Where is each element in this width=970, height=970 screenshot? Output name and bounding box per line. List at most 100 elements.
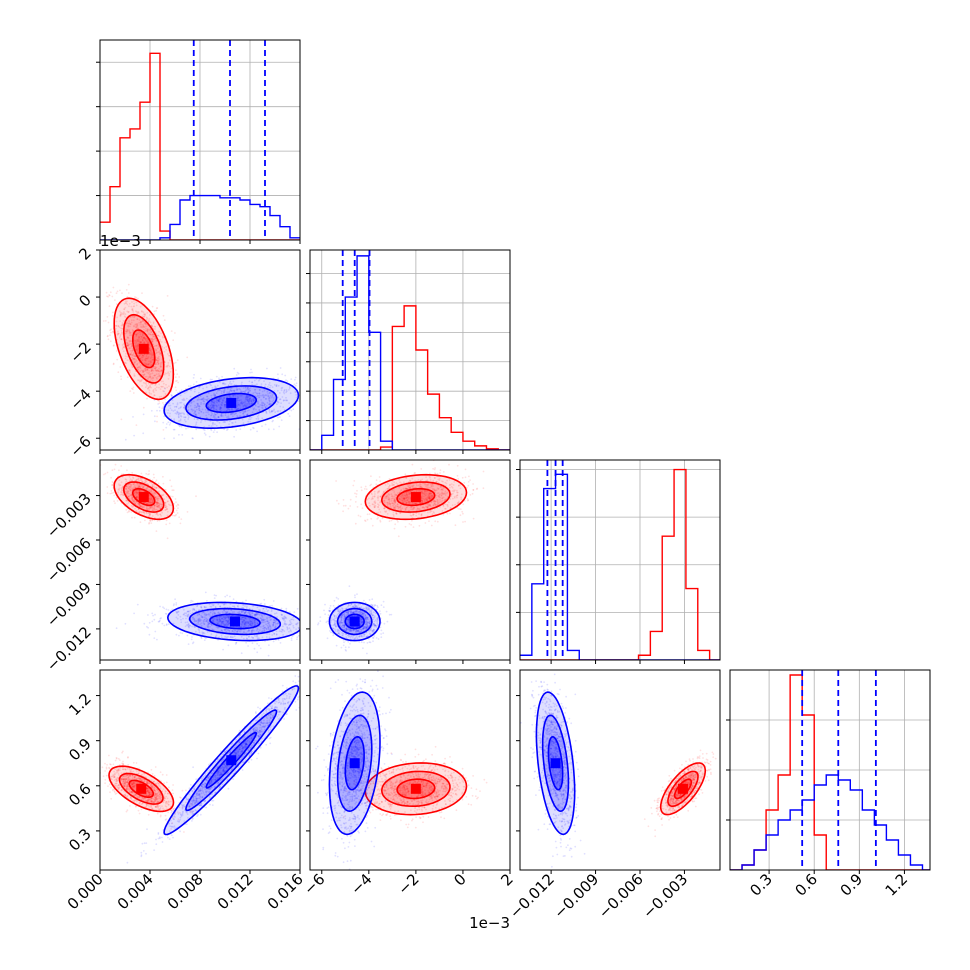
sample-point (242, 406, 245, 408)
sample-point (139, 341, 142, 344)
sample-point (377, 495, 379, 498)
sample-point (271, 608, 273, 611)
sample-point (228, 391, 230, 394)
sample-point (150, 364, 152, 367)
sample-point (295, 623, 297, 625)
sample-point (136, 492, 139, 495)
sample-point (192, 616, 195, 619)
sample-point (121, 344, 124, 346)
sample-point (258, 613, 261, 616)
sample-point (243, 411, 246, 414)
sample-point (401, 507, 404, 510)
sample-point (126, 310, 129, 313)
sample-point (199, 409, 201, 412)
sample-point (226, 611, 229, 613)
sample-point (130, 319, 133, 322)
sample-point (154, 496, 157, 499)
sample-point (261, 390, 264, 393)
panel-frame (309, 249, 511, 451)
sample-point (248, 611, 250, 613)
sample-point (136, 366, 139, 369)
sample-point (141, 292, 143, 294)
sample-point (222, 398, 224, 401)
sample-point (145, 502, 148, 505)
sample-point (268, 396, 271, 399)
sample-point (251, 630, 253, 633)
sample-point (139, 338, 142, 340)
sample-point (170, 393, 173, 396)
sample-point (151, 368, 154, 371)
sample-point (151, 339, 154, 342)
sample-point (187, 610, 189, 613)
sample-point (164, 398, 167, 401)
sample-point (118, 479, 121, 481)
sample-point (432, 504, 435, 506)
sample-point (222, 382, 224, 385)
sample-point (136, 313, 139, 315)
sample-point (441, 492, 444, 495)
sample-point (142, 406, 145, 409)
sample-point (158, 490, 161, 493)
sample-point (148, 473, 151, 475)
sample-point (142, 316, 145, 318)
sample-point (231, 630, 233, 632)
sample-point (400, 489, 403, 491)
sample-point (145, 339, 147, 342)
sample-point (209, 383, 212, 386)
sample-point (127, 487, 130, 490)
sample-point (292, 618, 295, 621)
sample-point (142, 485, 145, 488)
sample-point (149, 500, 152, 503)
sample-point (284, 620, 286, 623)
sample-point (119, 333, 122, 336)
sample-point (249, 397, 252, 400)
sample-point (444, 494, 447, 496)
sample-point (135, 348, 138, 351)
sample-point (153, 415, 156, 418)
sample-point (404, 509, 407, 512)
sample-point (464, 520, 466, 523)
sample-point (177, 415, 180, 418)
sample-point (266, 367, 268, 370)
sample-point (203, 398, 206, 401)
sample-point (353, 480, 356, 482)
sample-point (151, 499, 154, 502)
sample-point (186, 614, 189, 616)
sample-point (138, 511, 141, 514)
sample-point (213, 417, 216, 420)
sample-point (377, 497, 380, 499)
sample-point (210, 384, 213, 387)
sample-point (240, 399, 242, 401)
sample-point (153, 637, 156, 639)
sample-point (269, 627, 272, 630)
sample-point (172, 489, 175, 492)
sample-point (151, 359, 154, 361)
sample-point (134, 339, 137, 342)
sample-point (226, 621, 229, 624)
sample-point (457, 484, 460, 487)
sample-point (276, 403, 278, 406)
sample-point (232, 394, 235, 397)
sample-point (214, 423, 216, 426)
sample-point (421, 500, 424, 502)
sample-point (405, 496, 408, 499)
sample-point (406, 496, 409, 499)
sample-point (167, 364, 170, 367)
sample-point (134, 502, 137, 505)
sample-point (256, 637, 259, 639)
sample-point (165, 523, 168, 526)
sample-point (248, 409, 250, 412)
sample-point (282, 629, 284, 631)
sample-point (190, 389, 192, 392)
sample-point (249, 623, 252, 626)
sample-point (164, 502, 167, 504)
sample-point (150, 361, 153, 363)
sample-point (273, 618, 275, 621)
sample-point (240, 400, 243, 403)
sample-point (375, 479, 378, 482)
sample-point (130, 498, 133, 500)
sample-point (371, 503, 374, 506)
sample-point (179, 394, 182, 397)
sample-point (244, 605, 246, 607)
sample-point (211, 610, 214, 612)
